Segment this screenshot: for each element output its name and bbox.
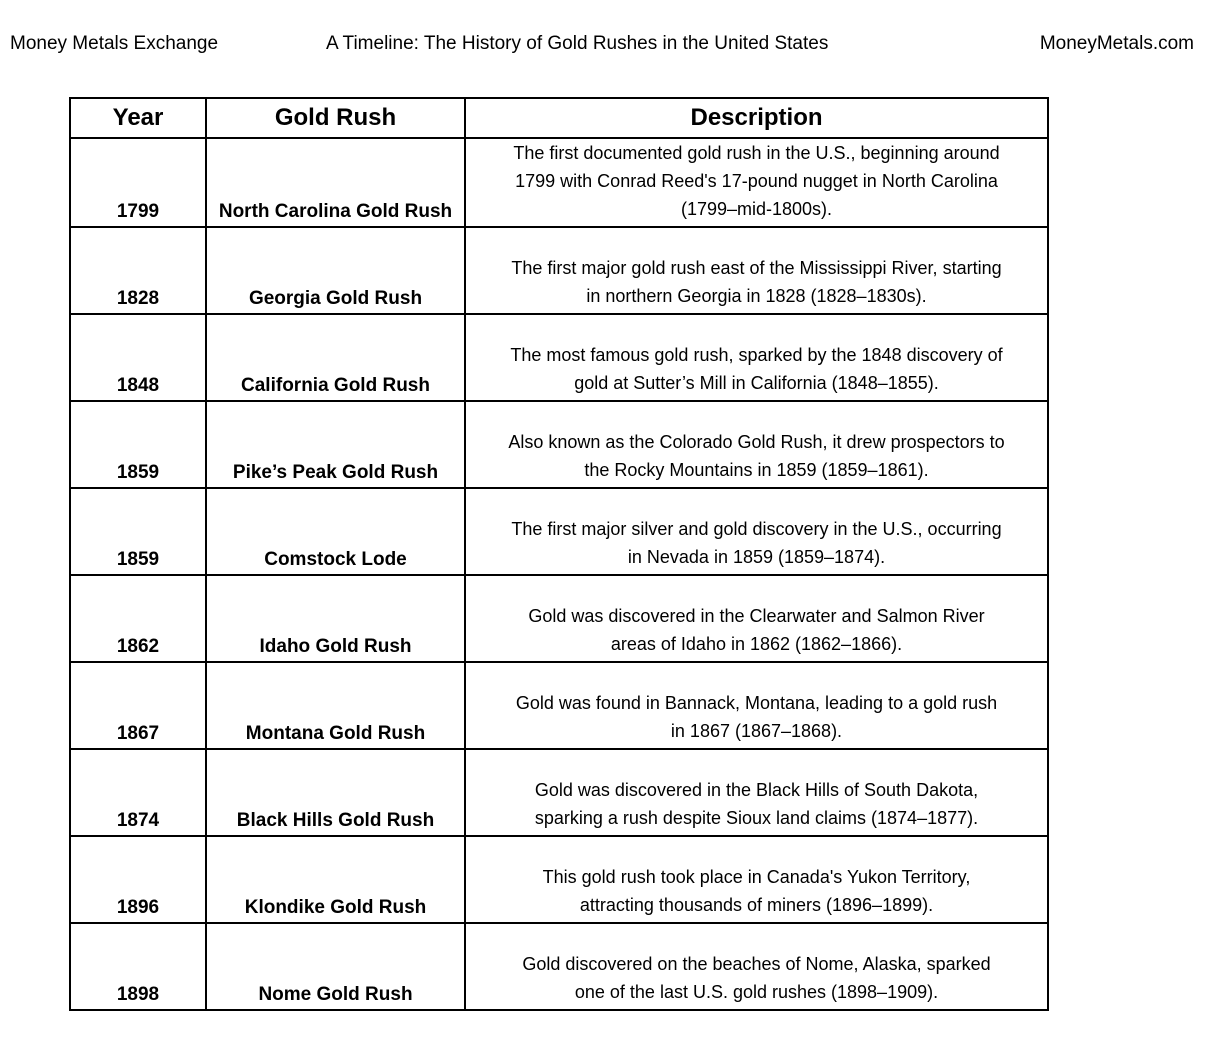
description-line: sparking a rush despite Sioux land claim…	[534, 808, 979, 828]
table-row: 1874 Black Hills Gold Rush Gold was discov…	[69, 748, 1049, 837]
description-line: gold at Sutter’s Mill in California (184…	[574, 373, 939, 393]
gold-rush-table: Year Gold Rush Description 1799 North Car…	[69, 97, 1049, 1011]
gold-rush-name-cell: Idaho Gold Rush	[205, 574, 466, 663]
table-row: 1867 Montana Gold Rush Gold was found in B…	[69, 661, 1049, 750]
description-line: Gold discovered on the beaches of Nome, …	[522, 954, 991, 974]
description-cell: The first major gold rush east of the Mi…	[464, 226, 1049, 315]
description-line: The most famous gold rush, sparked by th…	[510, 345, 1003, 365]
table-row: 1896 Klondike Gold Rush This gold rush too…	[69, 835, 1049, 924]
year-cell: 1867	[69, 661, 207, 750]
description-line: The first major silver and gold discover…	[511, 519, 1002, 539]
page-title: A Timeline: The History of Gold Rushes i…	[326, 33, 829, 54]
website-name: MoneyMetals.com	[1039, 33, 1194, 54]
column-header-description: Description	[464, 97, 1049, 139]
year-cell: 1848	[69, 313, 207, 402]
description-cell: Gold was discovered in the Clearwater an…	[464, 574, 1049, 663]
description-cell: Gold was found in Bannack, Montana, lead…	[464, 661, 1049, 750]
description-line: The first major gold rush east of the Mi…	[511, 258, 1002, 278]
publisher-name: Money Metals Exchange	[10, 33, 219, 54]
description-line: Gold was found in Bannack, Montana, lead…	[515, 693, 998, 713]
description-line: Also known as the Colorado Gold Rush, it…	[508, 432, 1005, 452]
description-line: in 1867 (1867–1868).	[670, 721, 843, 741]
gold-rush-name-cell: Comstock Lode	[205, 487, 466, 576]
description-cell: Gold was discovered in the Black Hills o…	[464, 748, 1049, 837]
gold-rush-name-cell: North Carolina Gold Rush	[205, 137, 466, 228]
year-cell: 1828	[69, 226, 207, 315]
year-cell: 1898	[69, 922, 207, 1011]
description-line: The first documented gold rush in the U.…	[513, 143, 1000, 163]
description-cell: This gold rush took place in Canada's Yu…	[464, 835, 1049, 924]
description-cell: The first documented gold rush in the U.…	[464, 137, 1049, 228]
year-cell: 1874	[69, 748, 207, 837]
column-header-gold-rush: Gold Rush	[205, 97, 466, 139]
description-line: 1799 with Conrad Reed's 17-pound nugget …	[515, 171, 998, 191]
description-line: the Rocky Mountains in 1859 (1859–1861).	[584, 460, 929, 480]
description-line: attracting thousands of miners (1896–189…	[579, 895, 934, 915]
gold-rush-name-cell: California Gold Rush	[205, 313, 466, 402]
gold-rush-name-cell: Georgia Gold Rush	[205, 226, 466, 315]
table-row: 1848 California Gold Rush The most famous …	[69, 313, 1049, 402]
table-row: 1828 Georgia Gold Rush The first major gol…	[69, 226, 1049, 315]
year-cell: 1859	[69, 400, 207, 489]
description-line: one of the last U.S. gold rushes (1898–1…	[574, 982, 939, 1002]
gold-rush-name-cell: Nome Gold Rush	[205, 922, 466, 1011]
gold-rush-name-cell: Klondike Gold Rush	[205, 835, 466, 924]
description-line: This gold rush took place in Canada's Yu…	[542, 867, 971, 887]
year-cell: 1859	[69, 487, 207, 576]
description-cell: Gold discovered on the beaches of Nome, …	[464, 922, 1049, 1011]
table-row: 1859 Comstock Lode The first major silver …	[69, 487, 1049, 576]
year-cell: 1862	[69, 574, 207, 663]
description-line: areas of Idaho in 1862 (1862–1866).	[610, 634, 903, 654]
description-cell: Also known as the Colorado Gold Rush, it…	[464, 400, 1049, 489]
column-header-year: Year	[69, 97, 207, 139]
description-cell: The first major silver and gold discover…	[464, 487, 1049, 576]
table-row: 1862 Idaho Gold Rush Gold was discovered i…	[69, 574, 1049, 663]
description-line: (1799–mid-1800s).	[680, 199, 833, 219]
description-line: Gold was discovered in the Black Hills o…	[534, 780, 979, 800]
gold-rush-name-cell: Black Hills Gold Rush	[205, 748, 466, 837]
table-row: 1859 Pike’s Peak Gold Rush Also known as t…	[69, 400, 1049, 489]
description-line: in northern Georgia in 1828 (1828–1830s)…	[586, 286, 927, 306]
year-cell: 1896	[69, 835, 207, 924]
table-row: 1898 Nome Gold Rush Gold discovered on the…	[69, 922, 1049, 1011]
year-cell: 1799	[69, 137, 207, 228]
gold-rush-name-cell: Montana Gold Rush	[205, 661, 466, 750]
gold-rush-name-cell: Pike’s Peak Gold Rush	[205, 400, 466, 489]
description-line: in Nevada in 1859 (1859–1874).	[627, 547, 886, 567]
table-row: 1799 North Carolina Gold Rush The first do…	[69, 137, 1049, 228]
description-line: Gold was discovered in the Clearwater an…	[528, 606, 985, 626]
description-cell: The most famous gold rush, sparked by th…	[464, 313, 1049, 402]
table-header-row: Year Gold Rush Description	[69, 97, 1049, 139]
